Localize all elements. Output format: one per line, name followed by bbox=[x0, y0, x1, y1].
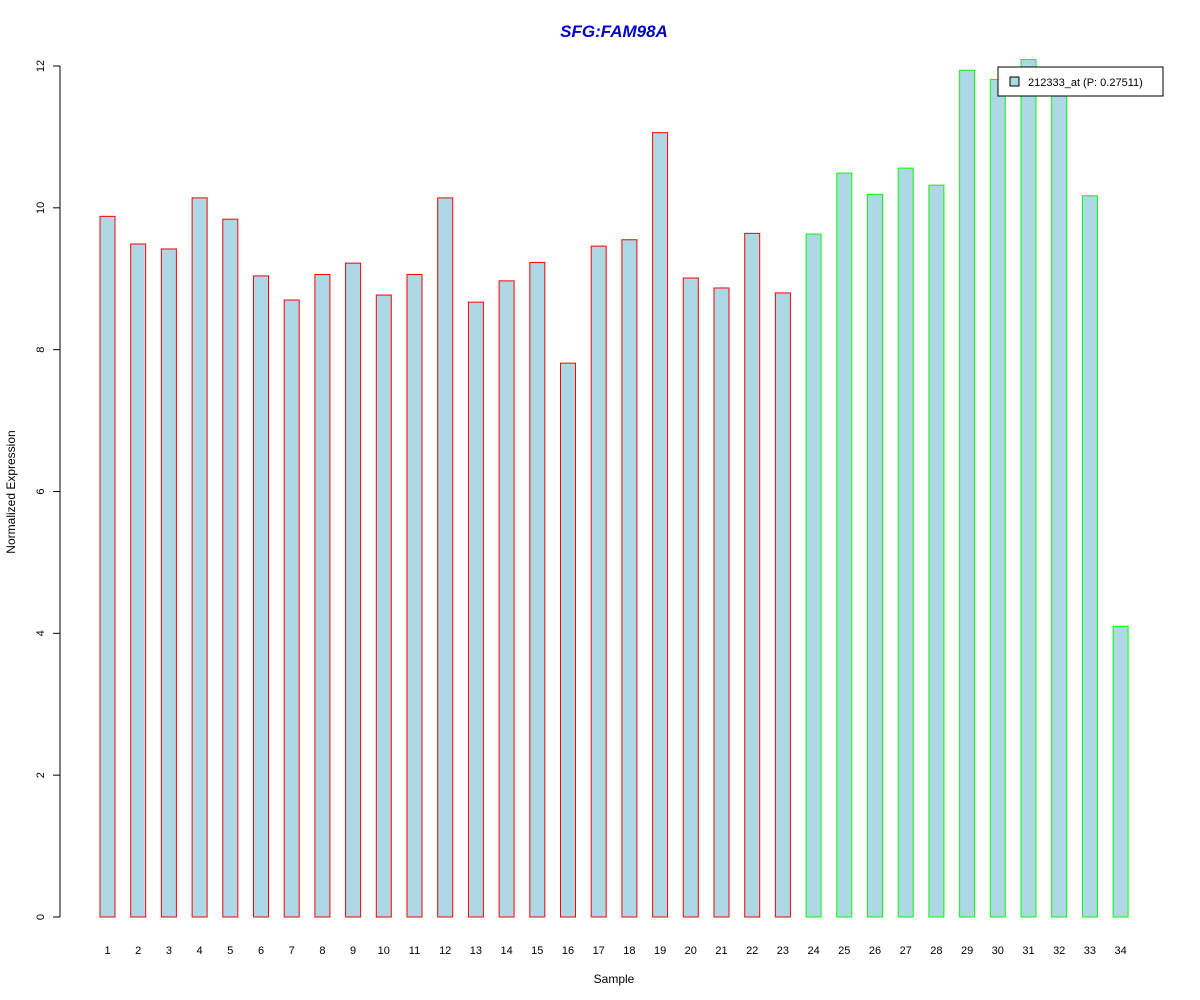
x-tick-label: 5 bbox=[227, 945, 233, 957]
x-tick-label: 28 bbox=[930, 945, 942, 957]
legend-box bbox=[997, 66, 1164, 97]
y-tick-label: 2 bbox=[35, 772, 47, 778]
bar bbox=[959, 69, 976, 918]
x-tick-label: 29 bbox=[961, 945, 973, 957]
x-tick-label: 6 bbox=[258, 945, 264, 957]
bar bbox=[498, 280, 515, 918]
bar bbox=[682, 277, 699, 918]
x-tick-label: 10 bbox=[378, 945, 390, 957]
x-tick-label: 3 bbox=[166, 945, 172, 957]
bar bbox=[529, 261, 546, 918]
bar bbox=[253, 275, 269, 918]
y-tick-label: 8 bbox=[35, 347, 47, 353]
x-tick-label: 18 bbox=[623, 945, 635, 957]
x-tick-label: 16 bbox=[562, 945, 574, 957]
x-tick-label: 11 bbox=[409, 945, 420, 957]
chart-title: SFG:FAM98A bbox=[560, 22, 668, 41]
y-tick-label: 12 bbox=[35, 60, 47, 72]
bar bbox=[590, 245, 607, 918]
x-tick-label: 31 bbox=[1022, 945, 1034, 957]
bar bbox=[345, 262, 362, 918]
x-tick-label: 7 bbox=[289, 945, 295, 957]
x-tick-label: 2 bbox=[135, 945, 141, 957]
x-tick-label: 21 bbox=[715, 945, 727, 957]
bar bbox=[467, 301, 484, 918]
bar bbox=[805, 233, 822, 918]
x-tick-label: 17 bbox=[593, 945, 605, 957]
bar bbox=[375, 294, 392, 918]
bar bbox=[1081, 195, 1098, 918]
bar bbox=[560, 362, 576, 918]
bar bbox=[406, 273, 423, 918]
legend-entry-label: 212333_at (P: 0.27511) bbox=[1028, 77, 1143, 89]
legend: 212333_at (P: 0.27511) bbox=[997, 66, 1164, 97]
bar bbox=[989, 78, 1006, 918]
bar bbox=[867, 193, 883, 918]
bar bbox=[191, 197, 208, 918]
x-tick-label: 4 bbox=[197, 945, 203, 957]
bar bbox=[1051, 85, 1068, 918]
x-tick-label: 30 bbox=[992, 945, 1004, 957]
x-tick-label: 23 bbox=[777, 945, 789, 957]
bar bbox=[99, 215, 116, 918]
x-tick-label: 24 bbox=[807, 945, 819, 957]
bar bbox=[160, 248, 177, 918]
x-tick-label: 34 bbox=[1114, 945, 1126, 957]
x-tick-label: 22 bbox=[746, 945, 758, 957]
bar bbox=[774, 292, 791, 918]
x-axis-label: Sample bbox=[594, 972, 635, 986]
x-tick-label: 15 bbox=[531, 945, 543, 957]
x-tick-label: 14 bbox=[500, 945, 512, 957]
x-tick-labels: 1 2 3 4 5 6 7 8 9 10 11 12 13 14 15 16 17 18 19 20 21 22 23 24 2… bbox=[104, 945, 1126, 957]
y-axis: 0 2 4 6 8 10 12 bbox=[35, 60, 61, 920]
bar bbox=[130, 243, 147, 918]
y-tick-label: 4 bbox=[35, 630, 47, 636]
bar bbox=[1112, 625, 1129, 918]
x-tick-label: 32 bbox=[1053, 945, 1065, 957]
bar bbox=[621, 239, 638, 918]
bar bbox=[713, 287, 730, 918]
bar bbox=[744, 232, 761, 918]
y-tick-label: 0 bbox=[35, 914, 47, 920]
x-tick-label: 27 bbox=[900, 945, 912, 957]
bars-group bbox=[99, 59, 1129, 918]
bar bbox=[1020, 59, 1037, 918]
bar bbox=[283, 299, 300, 918]
x-tick-label: 1 bbox=[104, 945, 110, 957]
x-tick-label: 33 bbox=[1084, 945, 1096, 957]
bar bbox=[652, 132, 669, 918]
y-axis-label: Normalized Expression bbox=[4, 430, 18, 553]
y-tick-label: 10 bbox=[35, 202, 47, 214]
x-tick-label: 9 bbox=[350, 945, 356, 957]
bar bbox=[897, 167, 914, 918]
legend-swatch bbox=[1009, 76, 1020, 87]
x-tick-label: 19 bbox=[654, 945, 666, 957]
x-tick-label: 25 bbox=[838, 945, 850, 957]
y-tick-label: 6 bbox=[35, 488, 47, 494]
bar bbox=[222, 218, 239, 918]
x-tick-label: 12 bbox=[439, 945, 451, 957]
x-tick-label: 20 bbox=[685, 945, 697, 957]
bar bbox=[928, 184, 945, 918]
x-tick-label: 8 bbox=[319, 945, 325, 957]
x-tick-label: 26 bbox=[869, 945, 881, 957]
bar bbox=[437, 197, 454, 918]
bar bbox=[836, 172, 853, 918]
x-tick-label: 13 bbox=[470, 945, 482, 957]
bar bbox=[314, 273, 331, 918]
